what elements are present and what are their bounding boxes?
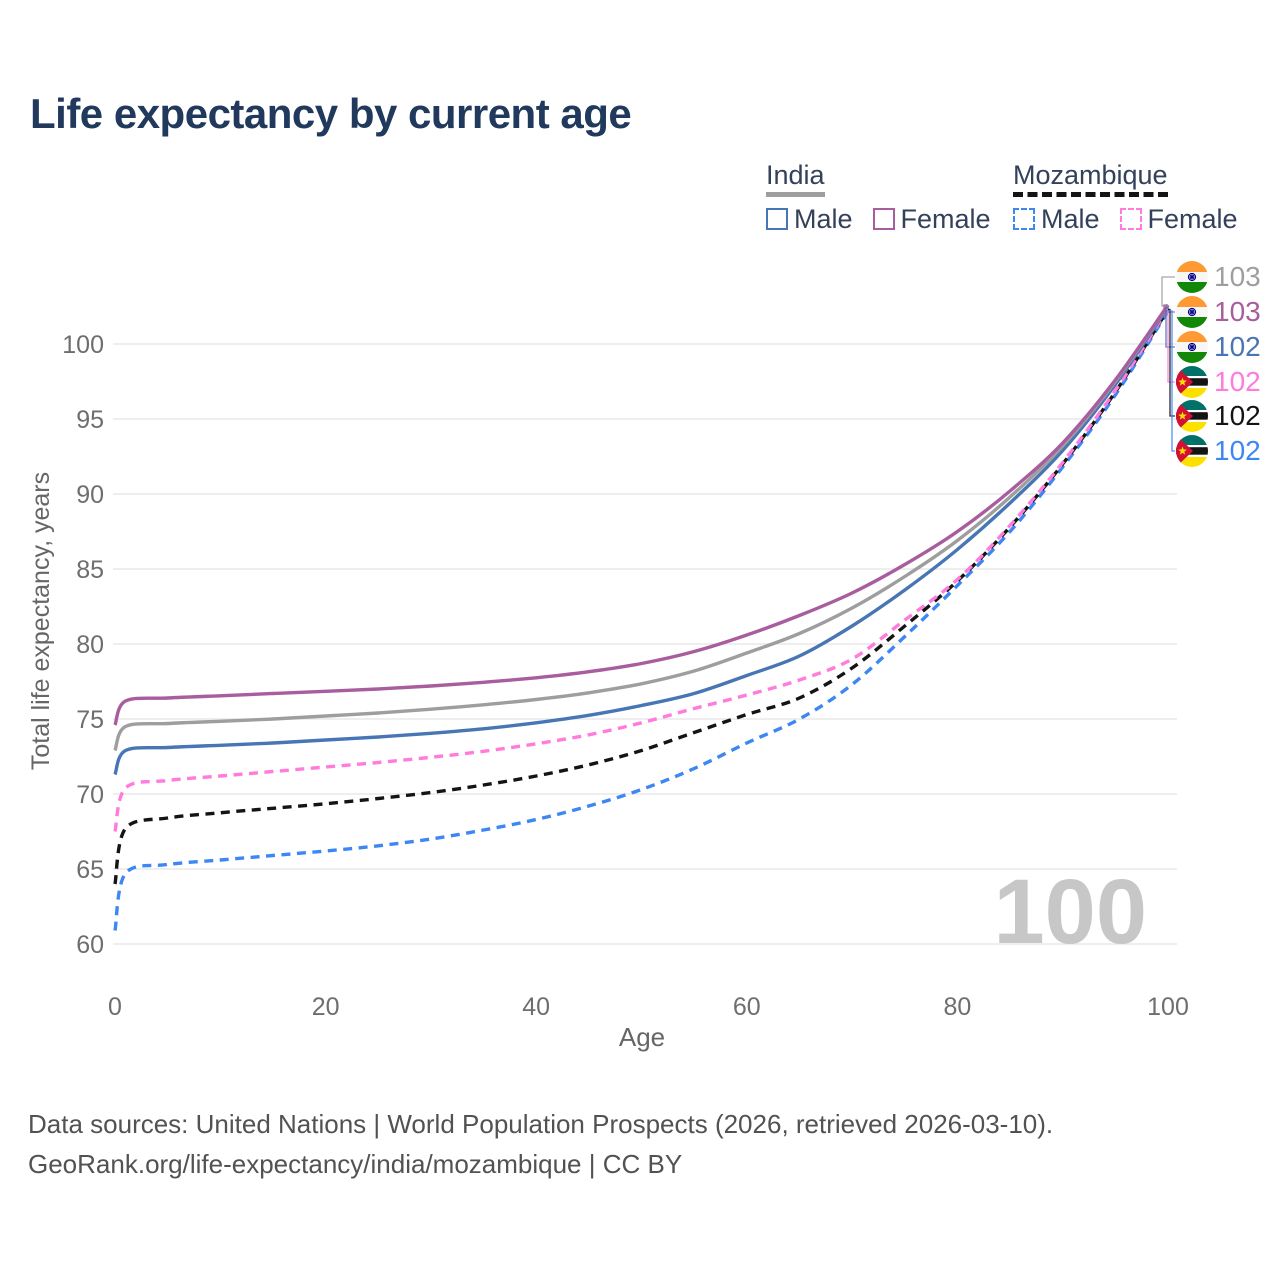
y-tick-label-85: 85	[76, 556, 104, 584]
y-tick-label-65: 65	[76, 856, 104, 884]
legend-item-label: Male	[794, 204, 853, 234]
rank-row-mozambique-3: 102	[1176, 366, 1261, 398]
y-tick-label-70: 70	[76, 781, 104, 809]
india-flag-icon	[1176, 261, 1208, 293]
legend-item-india-male[interactable]: Male	[766, 204, 853, 234]
rank-row-mozambique-5: 102	[1176, 435, 1261, 467]
rank-value: 102	[1214, 400, 1261, 431]
legend-swatch-icon	[1119, 208, 1142, 230]
legend-swatch-icon	[872, 208, 895, 230]
x-tick-label-0: 0	[108, 993, 122, 1021]
series-line-mozambique-male	[113, 310, 1170, 931]
page-title: Life expectancy by current age	[30, 90, 632, 137]
rank-value: 102	[1214, 331, 1261, 362]
legend-item-mozambique-male[interactable]: Male	[1013, 204, 1100, 234]
india-flag-icon	[1176, 296, 1208, 328]
x-tick-label-100: 100	[1147, 993, 1189, 1021]
y-axis-title: Total life expectancy, years	[27, 471, 55, 771]
legend-item-india-female[interactable]: Female	[872, 204, 991, 234]
x-axis-title: Age	[618, 1022, 666, 1052]
rank-value: 103	[1214, 296, 1261, 327]
y-tick-label-75: 75	[76, 706, 104, 734]
series-line-india-male	[113, 306, 1170, 776]
y-tick-label-60: 60	[76, 931, 104, 959]
legend-item-label: Male	[1041, 204, 1100, 234]
legend-group-mozambique: Mozambique Male Female	[1013, 160, 1258, 234]
mozambique-flag-icon	[1176, 435, 1208, 467]
y-tick-label-95: 95	[76, 406, 104, 434]
legend-item-label: Female	[1147, 204, 1238, 234]
india-flag-icon	[1176, 331, 1208, 363]
rank-row-india-2: 102	[1176, 331, 1261, 363]
series-line-mozambique-both-sexes	[113, 308, 1170, 885]
y-tick-label-80: 80	[76, 631, 104, 659]
rank-connector-india-both-sexes	[1161, 276, 1175, 307]
rank-value: 102	[1214, 366, 1261, 397]
mozambique-flag-icon	[1176, 366, 1208, 398]
age-counter-watermark: 100	[994, 861, 1148, 963]
x-tick-label-20: 20	[312, 993, 340, 1021]
y-tick-label-100: 100	[62, 331, 104, 359]
footer: Data sources: United Nations | World Pop…	[28, 1104, 1228, 1184]
legend-group-title-india: India	[766, 160, 825, 197]
rank-value: 102	[1214, 435, 1261, 466]
footer-source-link[interactable]: GeoRank.org/life-expectancy/india/mozamb…	[28, 1149, 683, 1179]
legend-item-label: Female	[900, 204, 991, 234]
x-tick-label-60: 60	[733, 993, 761, 1021]
legend-group-india: India Male Female	[766, 160, 1011, 234]
legend-group-title-mozambique: Mozambique	[1013, 160, 1168, 197]
x-tick-label-40: 40	[522, 993, 550, 1021]
rank-connector-mozambique-male	[1168, 310, 1175, 452]
y-tick-label-90: 90	[76, 481, 104, 509]
series-line-india-both-sexes	[113, 304, 1170, 752]
legend-item-mozambique-female[interactable]: Female	[1119, 204, 1238, 234]
rank-row-mozambique-4: 102	[1176, 400, 1261, 432]
legend-swatch-icon	[1013, 208, 1035, 230]
series-line-india-female	[113, 304, 1170, 726]
legend: India Male Female Mozambique Male Female	[0, 160, 1280, 240]
rank-row-india-1: 103	[1176, 296, 1261, 328]
rank-value: 103	[1214, 261, 1261, 292]
x-tick-label-80: 80	[943, 993, 971, 1021]
footer-data-sources: Data sources: United Nations | World Pop…	[28, 1109, 1054, 1139]
mozambique-flag-icon	[1176, 400, 1208, 432]
legend-swatch-icon	[766, 208, 788, 230]
rank-connector-mozambique-female	[1167, 308, 1175, 383]
rank-row-india-0: 103	[1176, 261, 1261, 293]
series-line-mozambique-female	[113, 307, 1170, 832]
